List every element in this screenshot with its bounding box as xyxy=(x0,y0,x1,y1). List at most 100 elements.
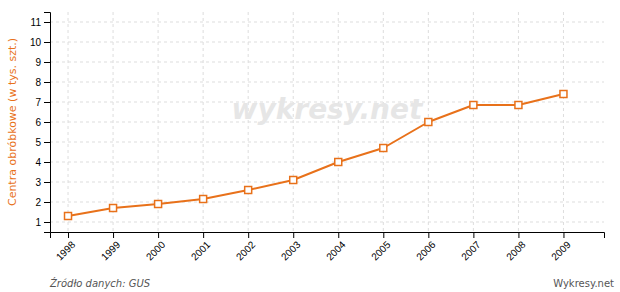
y-tick-mark xyxy=(44,142,50,143)
grid-line xyxy=(113,12,114,232)
y-tick: 7 xyxy=(35,97,50,108)
x-tick: 2007 xyxy=(459,232,483,263)
y-tick-label: 1 xyxy=(35,217,41,228)
marker xyxy=(425,119,432,126)
grid-line xyxy=(473,12,474,232)
x-tick: 2002 xyxy=(234,232,258,263)
x-tick-label: 2001 xyxy=(189,239,213,263)
y-tick: 11 xyxy=(31,17,50,28)
x-tick-mark xyxy=(473,232,474,238)
x-tick-mark xyxy=(158,232,159,238)
marker xyxy=(335,159,342,166)
x-tick: 2000 xyxy=(144,232,168,263)
series xyxy=(65,91,567,220)
watermark: wykresy.net xyxy=(232,93,424,126)
y-tick: 4 xyxy=(35,157,50,168)
y-tick-label: 9 xyxy=(35,57,41,68)
x-tick: 2003 xyxy=(279,232,303,263)
y-tick-label: 5 xyxy=(35,137,41,148)
y-tick-mark xyxy=(44,202,50,203)
y-tick-mark xyxy=(44,42,50,43)
x-tick-label: 2006 xyxy=(414,239,438,263)
source-text: Źródło danych: GUS xyxy=(49,277,151,289)
grid-line xyxy=(50,142,604,143)
y-tick: 1 xyxy=(35,217,50,228)
y-tick-mark xyxy=(44,62,50,63)
x-tick: 2008 xyxy=(504,232,528,263)
x-tick: 2004 xyxy=(324,232,348,263)
y-tick: 10 xyxy=(30,37,50,48)
grid-line xyxy=(50,82,604,83)
brand-text: Wykresy.net xyxy=(553,278,614,289)
y-tick: 3 xyxy=(35,177,50,188)
marker xyxy=(380,145,387,152)
marker xyxy=(560,91,567,98)
x-tick-label: 2005 xyxy=(369,239,393,263)
y-axis-title: Centra obróbkowe (w tys. szt.) xyxy=(6,38,19,206)
y-axis: 1 2 3 4 5 6 7 8 9 10 11 xyxy=(30,13,51,233)
x-tick-mark xyxy=(428,232,429,238)
x-tick-mark xyxy=(113,232,114,238)
y-tick-mark xyxy=(44,122,50,123)
x-tick-label: 2007 xyxy=(459,239,483,263)
x-tick-label: 2004 xyxy=(324,239,348,263)
y-axis-line xyxy=(44,13,51,233)
marker xyxy=(65,213,72,220)
x-tick-mark xyxy=(248,232,249,238)
x-axis-line xyxy=(51,233,605,239)
y-tick-mark xyxy=(44,162,50,163)
x-tick-label: 1999 xyxy=(99,239,123,263)
chart: wykresy.net 1998 1999 2000 2001 2002 2003 2004 2… xyxy=(0,0,620,292)
y-tick-mark xyxy=(44,182,50,183)
x-tick-label: 2000 xyxy=(144,239,168,263)
y-tick-mark xyxy=(44,102,50,103)
x-tick-label: 2009 xyxy=(549,239,573,263)
x-tick-mark xyxy=(68,232,69,238)
y-tick-label: 3 xyxy=(35,177,41,188)
x-tick-mark xyxy=(203,232,204,238)
grid-line xyxy=(50,42,604,43)
x-tick: 1999 xyxy=(99,232,123,263)
grid-line xyxy=(50,162,604,163)
x-tick-mark xyxy=(383,232,384,238)
y-tick-label: 10 xyxy=(30,37,42,48)
y-tick-label: 6 xyxy=(35,117,41,128)
grid-line xyxy=(50,62,604,63)
x-tick-label: 2003 xyxy=(279,239,303,263)
grid-line xyxy=(68,12,69,232)
x-tick: 2005 xyxy=(369,232,393,263)
y-tick-label: 7 xyxy=(35,97,41,108)
marker xyxy=(470,102,477,109)
grid-line xyxy=(518,12,519,232)
x-tick: 1998 xyxy=(54,232,78,263)
y-tick-mark xyxy=(44,22,50,23)
grid-line xyxy=(50,202,604,203)
y-tick-label: 8 xyxy=(35,77,41,88)
x-tick-label: 1998 xyxy=(54,239,78,263)
grid-line xyxy=(50,222,604,223)
marker xyxy=(290,177,297,184)
y-tick: 8 xyxy=(35,77,50,88)
y-tick-label: 2 xyxy=(35,197,41,208)
marker xyxy=(200,196,207,203)
grid-line xyxy=(50,182,604,183)
marker xyxy=(155,201,162,208)
x-tick-label: 2002 xyxy=(234,239,258,263)
x-tick-label: 2008 xyxy=(504,239,528,263)
grid-line xyxy=(158,12,159,232)
x-tick-mark xyxy=(518,232,519,238)
x-tick-mark xyxy=(338,232,339,238)
y-tick-mark xyxy=(44,222,50,223)
y-tick: 5 xyxy=(35,137,50,148)
x-tick-mark xyxy=(293,232,294,238)
grid xyxy=(50,12,604,232)
line xyxy=(68,94,563,216)
marker xyxy=(245,187,252,194)
plot-area: wykresy.net 1998 1999 2000 2001 2002 2003 2004 2… xyxy=(30,12,605,263)
y-tick-label: 4 xyxy=(35,157,41,168)
y-tick: 9 xyxy=(35,57,50,68)
x-tick: 2006 xyxy=(414,232,438,263)
marker xyxy=(515,102,522,109)
x-tick-mark xyxy=(563,232,564,238)
x-tick: 2009 xyxy=(549,232,573,263)
